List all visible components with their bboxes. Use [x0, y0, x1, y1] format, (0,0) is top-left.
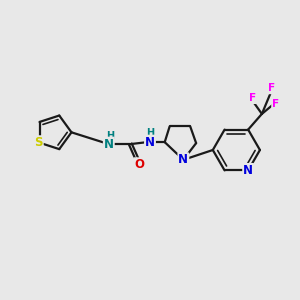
Text: O: O — [134, 158, 144, 171]
Text: N: N — [243, 164, 253, 177]
Text: F: F — [272, 99, 279, 109]
Text: N: N — [145, 136, 155, 148]
Text: H: H — [146, 128, 154, 138]
Text: F: F — [268, 83, 275, 93]
Text: F: F — [248, 93, 256, 103]
Text: S: S — [34, 136, 43, 149]
Text: H: H — [106, 131, 114, 141]
Text: N: N — [178, 153, 188, 166]
Text: N: N — [104, 138, 114, 151]
